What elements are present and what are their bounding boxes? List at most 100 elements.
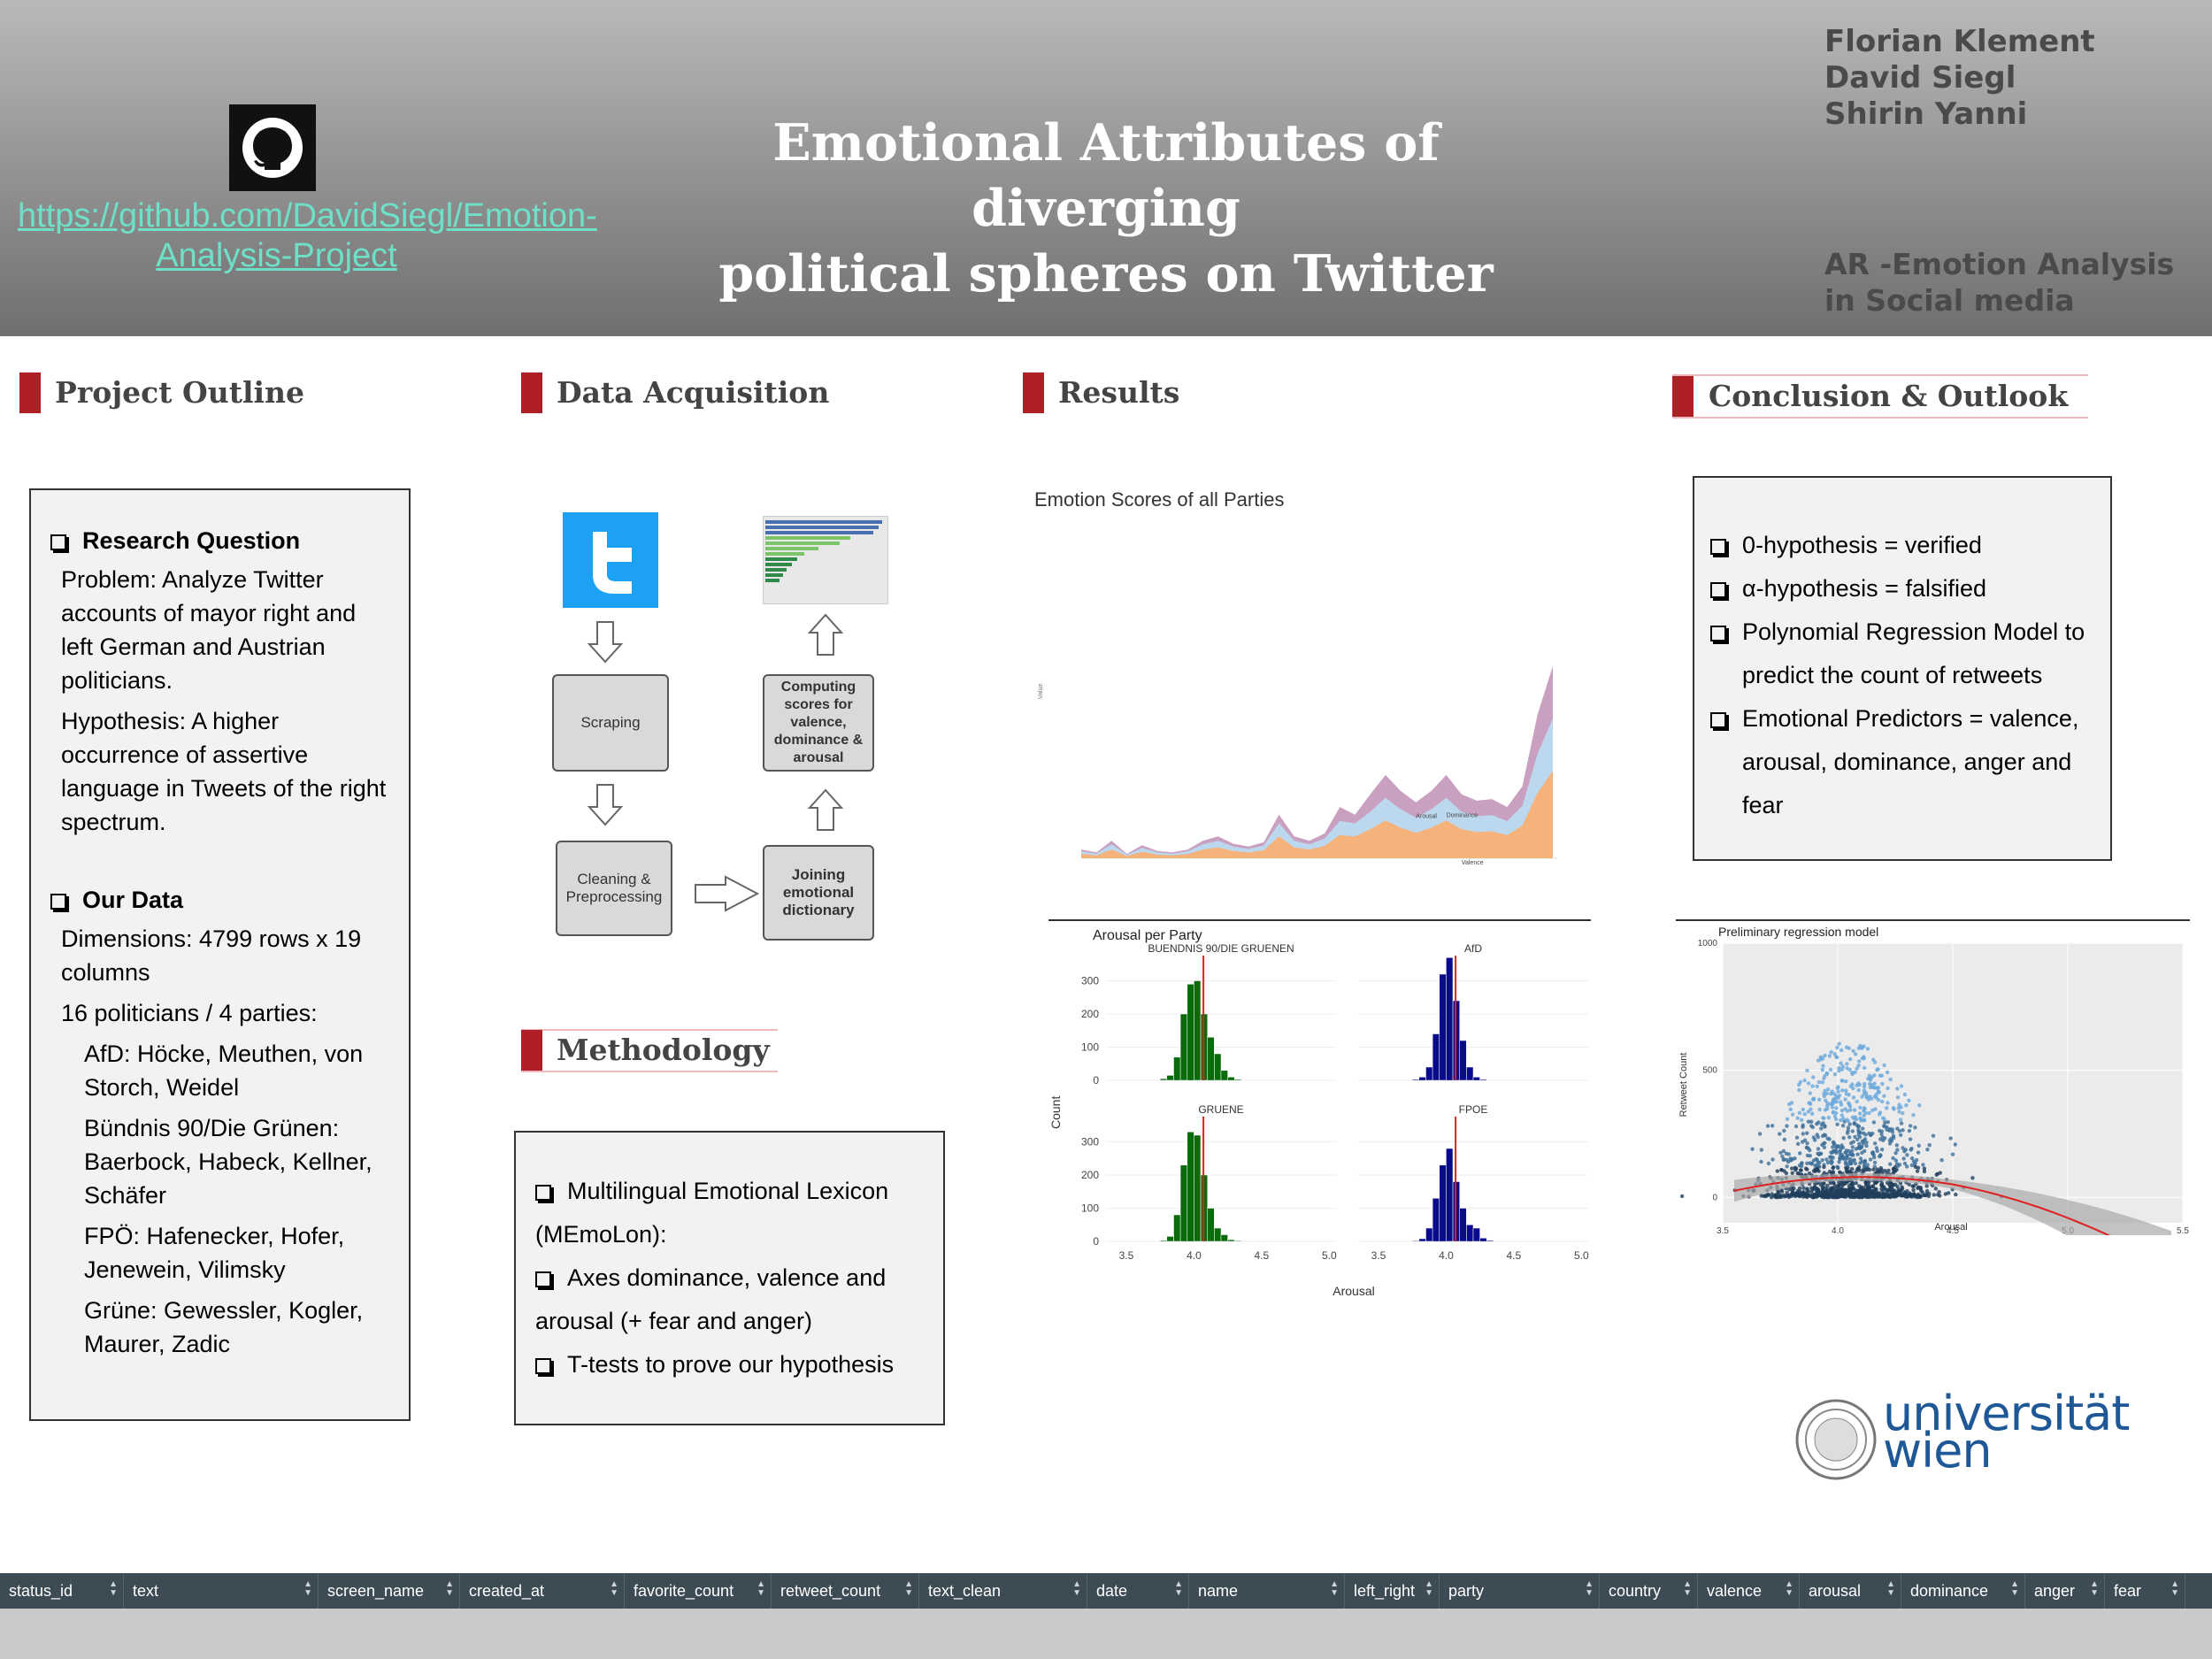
column-header-fear[interactable]: fear ▲ ▼ — [2105, 1573, 2185, 1609]
hist-bar — [1214, 1227, 1222, 1242]
section-marker — [1023, 373, 1044, 413]
panel-title: GRUENE — [1198, 1103, 1243, 1116]
scatter-point — [1856, 1145, 1862, 1149]
hist-bar — [1214, 1053, 1222, 1081]
scatter-point — [1875, 1148, 1879, 1153]
scatter-point — [1820, 1080, 1825, 1085]
column-header-party[interactable]: party ▲ ▼ — [1440, 1573, 1600, 1609]
column-header-valence[interactable]: valence ▲ ▼ — [1698, 1573, 1800, 1609]
scatter-point — [1800, 1164, 1804, 1169]
scatter-point — [1865, 1190, 1870, 1195]
scatter-point — [1895, 1095, 1901, 1100]
column-label: party — [1448, 1582, 1485, 1600]
sort-arrows-icon[interactable]: ▲ ▼ — [610, 1579, 618, 1598]
github-link[interactable]: https://github.com/DavidSiegl/Emotion-An… — [18, 197, 597, 274]
scatter-point — [1845, 1066, 1849, 1071]
sort-arrows-icon[interactable]: ▲ ▼ — [1886, 1579, 1895, 1598]
sort-arrows-icon[interactable]: ▲ ▼ — [1072, 1579, 1081, 1598]
scatter-point — [1837, 1065, 1841, 1071]
scatter-point — [1876, 1194, 1880, 1198]
scatter-point — [1838, 1149, 1842, 1155]
sort-arrows-icon[interactable]: ▲ ▼ — [1683, 1579, 1692, 1598]
column-header-text-clean[interactable]: text_clean ▲ ▼ — [919, 1573, 1087, 1609]
area-label-dominance: Dominance — [1447, 813, 1479, 819]
hist-bar — [1179, 1164, 1187, 1242]
y-tick-label: 200 — [1081, 1169, 1099, 1181]
scatter-point — [1847, 1187, 1851, 1192]
sort-arrows-icon[interactable]: ▲ ▼ — [2090, 1579, 2099, 1598]
sort-arrows-icon[interactable]: ▲ ▼ — [109, 1579, 118, 1598]
scatter-point — [1878, 1154, 1882, 1159]
sort-arrows-icon[interactable]: ▲ ▼ — [904, 1579, 913, 1598]
column-header-screen-name[interactable]: screen_name ▲ ▼ — [319, 1573, 460, 1609]
scatter-point — [1834, 1144, 1839, 1148]
sort-arrows-icon[interactable]: ▲ ▼ — [1585, 1579, 1594, 1598]
hist-bar — [1425, 1227, 1433, 1242]
sort-arrows-icon[interactable]: ▲ ▼ — [1425, 1579, 1433, 1598]
sort-arrows-icon[interactable]: ▲ ▼ — [445, 1579, 454, 1598]
scatter-point — [1822, 1076, 1826, 1080]
hist-bar — [1446, 957, 1454, 1081]
column-header-retweet-count[interactable]: retweet_count ▲ ▼ — [772, 1573, 919, 1609]
scatter-point — [1826, 1194, 1831, 1200]
scatter-point — [1856, 1064, 1861, 1068]
scatter-point — [1824, 1106, 1830, 1111]
scatter-point — [1801, 1140, 1805, 1144]
column-header-dominance[interactable]: dominance ▲ ▼ — [1901, 1573, 2025, 1609]
sort-arrows-icon[interactable]: ▲ ▼ — [2010, 1579, 2019, 1598]
sort-arrows-icon[interactable]: ▲ ▼ — [1785, 1579, 1793, 1598]
scatter-point — [1799, 1161, 1804, 1165]
hist-bar — [1472, 1227, 1480, 1242]
scatter-point — [1834, 1055, 1839, 1059]
sort-arrows-icon[interactable]: ▲ ▼ — [2170, 1579, 2179, 1598]
scatter-point — [1886, 1168, 1891, 1173]
sort-arrows-icon[interactable]: ▲ ▼ — [1330, 1579, 1339, 1598]
scatter-point — [1805, 1141, 1809, 1146]
scatter-point — [1849, 1193, 1854, 1197]
column-header-date[interactable]: date ▲ ▼ — [1087, 1573, 1189, 1609]
scatter-point — [1851, 1140, 1855, 1144]
scatter-point — [1879, 1132, 1884, 1137]
course-name: AR -Emotion Analysis in Social media — [1824, 247, 2175, 318]
scatter-point — [1904, 1103, 1909, 1108]
scatter-point — [1907, 1128, 1912, 1133]
sort-arrows-icon[interactable]: ▲ ▼ — [1174, 1579, 1183, 1598]
scatter-point — [1830, 1194, 1834, 1200]
scatter-point — [1832, 1114, 1838, 1118]
scatter-point — [1885, 1106, 1889, 1110]
column-header-country[interactable]: country ▲ ▼ — [1600, 1573, 1698, 1609]
scatter-point — [1883, 1120, 1887, 1125]
scatter-point — [1832, 1072, 1838, 1077]
github-icon[interactable] — [229, 104, 316, 191]
column-header-created-at[interactable]: created_at ▲ ▼ — [460, 1573, 625, 1609]
sort-arrows-icon[interactable]: ▲ ▼ — [757, 1579, 765, 1598]
hist-bar — [1466, 1066, 1474, 1081]
checkbox-bullet-icon — [1710, 538, 1726, 555]
scatter-point — [1824, 1098, 1828, 1102]
flow-step-cleaning: Cleaning & Preprocessing — [556, 841, 672, 936]
scatter-point — [1825, 1136, 1830, 1141]
scatter-point — [1866, 1097, 1870, 1102]
sort-arrows-icon[interactable]: ▲ ▼ — [303, 1579, 312, 1598]
column-header-anger[interactable]: anger ▲ ▼ — [2025, 1573, 2105, 1609]
column-header-favorite-count[interactable]: favorite_count ▲ ▼ — [625, 1573, 772, 1609]
column-header-left-right[interactable]: left_right ▲ ▼ — [1345, 1573, 1440, 1609]
y-tick-label: 0 — [1093, 1074, 1099, 1087]
scatter-point — [1911, 1187, 1916, 1193]
scatter-point — [1853, 1108, 1857, 1112]
scatter-point — [1848, 1152, 1853, 1156]
x-tick-label: 5.0 — [1322, 1249, 1337, 1262]
scatter-point — [1859, 1117, 1863, 1122]
data-heading-row: Our Data — [50, 883, 393, 917]
outline-box: Research Question Problem: Analyze Twitt… — [29, 488, 411, 1421]
column-header-text[interactable]: text ▲ ▼ — [124, 1573, 319, 1609]
scatter-point — [1864, 1143, 1869, 1148]
methodology-box: Multilingual Emotional Lexicon (MEmoLon)… — [514, 1131, 945, 1425]
scatter-point — [1781, 1193, 1786, 1198]
scatter-point — [1863, 1133, 1868, 1137]
scatter-point — [1862, 1148, 1867, 1154]
scatter-point — [1805, 1131, 1809, 1135]
column-header-status-id[interactable]: status_id ▲ ▼ — [0, 1573, 124, 1609]
column-header-name[interactable]: name ▲ ▼ — [1189, 1573, 1345, 1609]
column-header-arousal[interactable]: arousal ▲ ▼ — [1800, 1573, 1901, 1609]
